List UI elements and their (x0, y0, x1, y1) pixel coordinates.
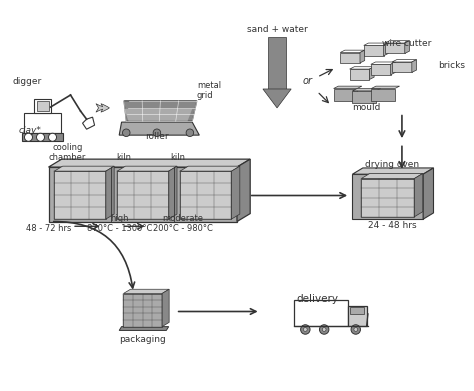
Circle shape (153, 129, 161, 136)
Polygon shape (369, 67, 374, 79)
Circle shape (301, 325, 310, 334)
Polygon shape (353, 88, 381, 91)
Text: drying oven: drying oven (365, 160, 419, 169)
Polygon shape (385, 41, 410, 43)
Polygon shape (169, 166, 177, 219)
Polygon shape (392, 62, 412, 72)
Polygon shape (350, 69, 369, 79)
Circle shape (319, 325, 329, 334)
Polygon shape (350, 307, 364, 314)
Polygon shape (360, 50, 365, 63)
Text: moderate
200°C - 980°C: moderate 200°C - 980°C (153, 213, 213, 233)
Polygon shape (340, 52, 360, 63)
Circle shape (303, 328, 307, 332)
Polygon shape (334, 86, 362, 88)
Polygon shape (231, 166, 240, 219)
Text: clay*: clay* (18, 126, 41, 135)
Polygon shape (423, 168, 434, 219)
Text: or: or (303, 76, 313, 86)
Polygon shape (361, 174, 423, 179)
Circle shape (186, 129, 194, 136)
Polygon shape (353, 168, 434, 174)
Polygon shape (180, 171, 231, 219)
Text: 48 - 72 hrs: 48 - 72 hrs (26, 224, 71, 233)
Text: roller: roller (145, 132, 169, 141)
Polygon shape (364, 45, 383, 56)
Polygon shape (391, 62, 395, 75)
Circle shape (122, 129, 130, 136)
Circle shape (48, 133, 56, 141)
Text: sand + water: sand + water (246, 25, 308, 34)
Text: kiln: kiln (117, 153, 131, 162)
Polygon shape (106, 166, 114, 219)
Polygon shape (263, 89, 291, 108)
Circle shape (36, 133, 45, 141)
Circle shape (322, 328, 326, 332)
Polygon shape (392, 59, 417, 62)
Polygon shape (268, 37, 286, 89)
Polygon shape (22, 133, 63, 141)
Polygon shape (414, 174, 423, 217)
Polygon shape (119, 122, 199, 135)
Text: 24 - 48 hrs: 24 - 48 hrs (368, 221, 417, 230)
Text: digger: digger (13, 77, 42, 86)
Text: wire cutter: wire cutter (382, 39, 431, 48)
Polygon shape (383, 43, 388, 56)
Polygon shape (48, 159, 250, 167)
Text: packaging: packaging (119, 335, 166, 344)
Polygon shape (361, 179, 414, 217)
Polygon shape (350, 67, 374, 69)
Circle shape (25, 133, 33, 141)
Text: bricks: bricks (438, 61, 465, 70)
Polygon shape (124, 101, 197, 121)
Text: delivery: delivery (296, 294, 338, 304)
Polygon shape (37, 101, 48, 111)
Polygon shape (123, 294, 162, 326)
Polygon shape (353, 91, 376, 103)
Polygon shape (348, 306, 366, 326)
Polygon shape (371, 86, 400, 88)
Polygon shape (237, 159, 250, 222)
Polygon shape (412, 59, 417, 72)
Polygon shape (117, 171, 169, 219)
Polygon shape (353, 174, 423, 219)
Polygon shape (117, 166, 177, 171)
Polygon shape (35, 99, 51, 113)
Polygon shape (340, 50, 365, 52)
Polygon shape (119, 326, 169, 330)
Polygon shape (54, 171, 106, 219)
Polygon shape (334, 88, 357, 101)
Text: mould: mould (352, 103, 381, 112)
Polygon shape (293, 300, 348, 326)
Text: metal
grid: metal grid (197, 81, 221, 100)
Polygon shape (364, 43, 388, 45)
Polygon shape (25, 113, 61, 133)
Polygon shape (124, 109, 192, 121)
Polygon shape (162, 289, 169, 326)
Circle shape (351, 325, 360, 334)
Text: high
870°C - 1300°C: high 870°C - 1300°C (87, 213, 152, 233)
Text: kiln: kiln (171, 153, 186, 162)
Polygon shape (123, 289, 169, 294)
Polygon shape (371, 65, 391, 75)
Polygon shape (54, 166, 114, 171)
Text: cooling
chamber: cooling chamber (49, 143, 86, 162)
Circle shape (354, 328, 357, 332)
Polygon shape (82, 117, 95, 129)
Polygon shape (48, 167, 237, 222)
Polygon shape (371, 62, 395, 65)
Polygon shape (405, 41, 410, 54)
Polygon shape (180, 166, 240, 171)
Polygon shape (385, 43, 405, 54)
Polygon shape (371, 88, 395, 101)
